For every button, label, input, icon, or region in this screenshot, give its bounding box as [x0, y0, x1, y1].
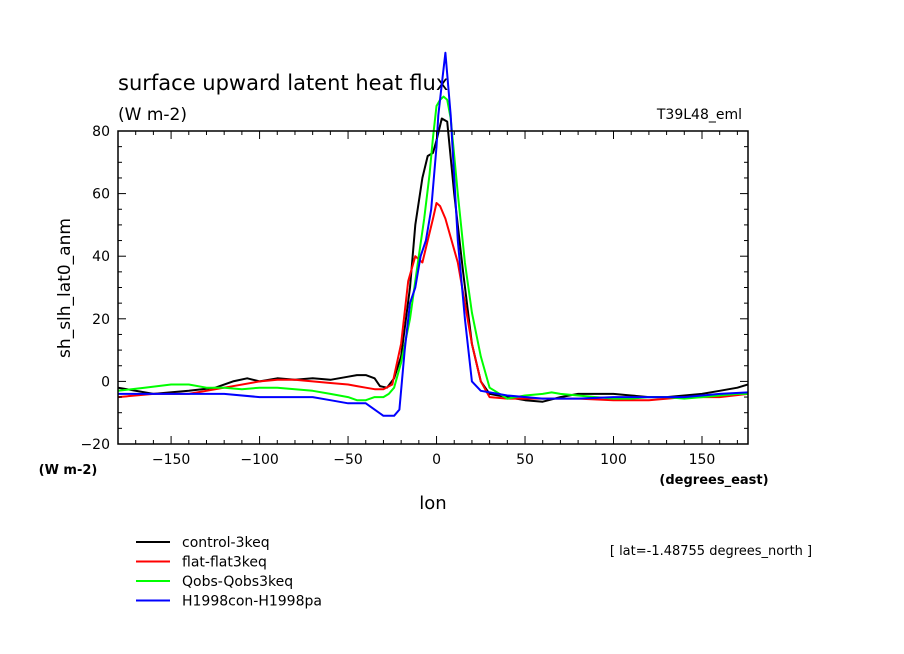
- run-label: T39L48_eml: [656, 107, 742, 123]
- x-tick-label: 50: [516, 452, 534, 468]
- y-tick-label: 20: [92, 312, 110, 328]
- series-line-0: [118, 117, 748, 403]
- chart-title: surface upward latent heat flux: [118, 71, 448, 95]
- x-axis-label: lon: [419, 493, 446, 514]
- y-axis-label: sh_slh_lat0_anm: [55, 218, 75, 358]
- y-units-label: (W m-2): [39, 463, 98, 478]
- x-tick-label: −100: [240, 452, 278, 468]
- legend-label-1: flat-flat3keq: [182, 555, 267, 571]
- y-tick-label: −20: [80, 437, 110, 453]
- x-tick-label: 0: [432, 452, 441, 468]
- x-units-label: (degrees_east): [659, 473, 768, 488]
- legend-label-2: Qobs-Qobs3keq: [182, 574, 293, 590]
- legend: control-3keq flat-flat3keq Qobs-Qobs3keq H1…: [136, 535, 322, 610]
- x-tick-label: 100: [600, 452, 627, 468]
- series-layer: [118, 51, 748, 417]
- y-tick-label: 60: [92, 187, 110, 203]
- axes-layer: −150 −100 −50 0 50 100 150 −20 0 20 40 60 80: [80, 124, 748, 468]
- plot-frame: [117, 130, 749, 445]
- series-line-3: [118, 51, 748, 417]
- x-tick-label: 150: [689, 452, 716, 468]
- x-tick-label: −50: [333, 452, 363, 468]
- units-label: (W m-2): [118, 105, 187, 125]
- series-line-1: [118, 202, 748, 402]
- legend-label-0: control-3keq: [182, 535, 270, 551]
- x-tick-label: −150: [152, 452, 190, 468]
- legend-label-3: H1998con-H1998pa: [182, 594, 322, 610]
- y-tick-label: 80: [92, 124, 110, 140]
- y-tick-label: 0: [101, 374, 110, 390]
- lat-note: [ lat=-1.48755 degrees_north ]: [610, 544, 812, 559]
- y-tick-label: 40: [92, 249, 110, 265]
- series-line-2: [118, 95, 748, 402]
